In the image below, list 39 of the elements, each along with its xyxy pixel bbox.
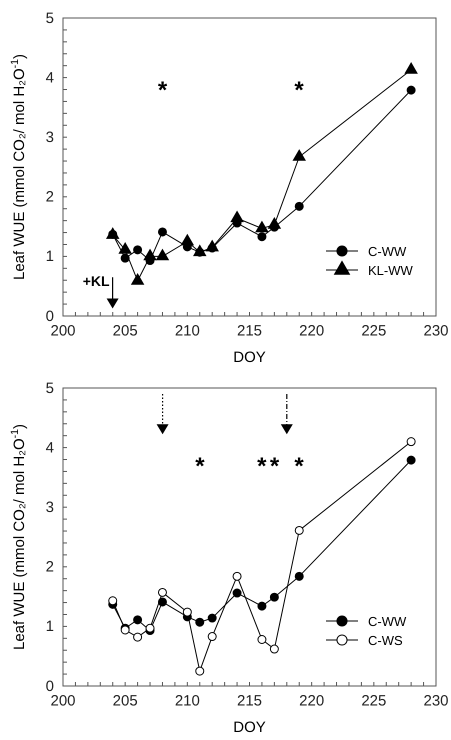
annotation: +KL xyxy=(82,273,110,290)
y-tick-label: 0 xyxy=(46,308,54,325)
x-tick-label: 230 xyxy=(423,322,449,340)
y-tick-label: 3 xyxy=(46,129,54,146)
x-tick-label: 220 xyxy=(299,692,324,710)
y-tick-label: 3 xyxy=(46,499,54,516)
x-tick-label: 210 xyxy=(174,322,200,340)
annotation: * xyxy=(158,77,168,104)
x-tick-label: 205 xyxy=(112,322,138,340)
annotation: * xyxy=(294,77,304,104)
y-tick-label: 2 xyxy=(46,188,54,206)
x-tick-label: 200 xyxy=(50,322,76,340)
y-tick-label: 4 xyxy=(46,439,54,456)
annotation: * xyxy=(270,453,280,480)
x-tick-label: 225 xyxy=(361,322,386,340)
y-tick-label: 1 xyxy=(46,618,54,636)
x-tick-label: 230 xyxy=(423,692,449,710)
legend-label: KL-WW xyxy=(368,263,414,278)
legend-label: C-WW xyxy=(368,614,407,629)
x-axis-title: DOY xyxy=(233,719,266,736)
y-tick-label: 1 xyxy=(46,248,54,266)
x-tick-label: 200 xyxy=(50,692,76,710)
x-axis-title: DOY xyxy=(233,349,266,366)
x-tick-label: 220 xyxy=(299,322,324,340)
legend-label: C-WS xyxy=(368,633,403,648)
annotation: * xyxy=(257,453,268,480)
y-tick-label: 5 xyxy=(46,380,54,397)
x-tick-label: 215 xyxy=(236,322,262,340)
y-tick-label: 2 xyxy=(46,558,54,576)
y-tick-label: 4 xyxy=(46,69,54,86)
annotation: * xyxy=(195,453,206,480)
y-tick-label: 5 xyxy=(46,10,54,27)
x-tick-label: 215 xyxy=(236,692,262,710)
annotation: * xyxy=(294,453,304,480)
legend-label: C-WW xyxy=(368,244,407,259)
x-tick-label: 205 xyxy=(112,692,138,710)
x-tick-label: 210 xyxy=(174,692,200,710)
y-tick-label: 0 xyxy=(46,678,54,695)
x-tick-label: 225 xyxy=(361,692,386,710)
